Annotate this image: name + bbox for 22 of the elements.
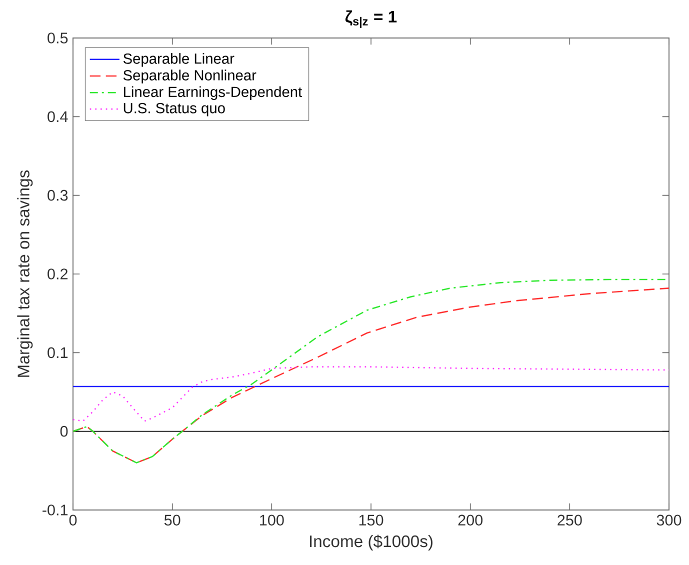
legend-label: Separable Linear xyxy=(123,53,234,67)
y-tick-label: 0 xyxy=(60,426,68,437)
y-axis-title: Marginal tax rate on savings xyxy=(17,170,33,377)
x-tick-label: 300 xyxy=(656,514,682,526)
line-series xyxy=(73,366,669,422)
y-tick-label: 0.4 xyxy=(48,111,68,122)
chart-title: ζ$_{s|z}$ = 1 xyxy=(345,10,397,28)
y-tick-label: 0.2 xyxy=(48,268,68,280)
legend-label: Separable Nonlinear xyxy=(123,70,256,84)
legend-label: U.S. Status quo xyxy=(124,102,225,116)
x-tick-label: 100 xyxy=(260,514,284,526)
legend-label: Linear Earnings-Dependent xyxy=(124,86,302,100)
x-tick-label: 250 xyxy=(558,514,582,526)
y-tick-label: 0.1 xyxy=(48,347,68,358)
x-tick-label: 0 xyxy=(69,514,77,526)
y-tick-label: 0.5 xyxy=(48,32,68,44)
y-tick-label: 0.3 xyxy=(48,190,68,201)
y-tick-label: -0.1 xyxy=(42,504,68,516)
x-tick-label: 50 xyxy=(164,514,180,526)
x-tick-label: 200 xyxy=(458,514,483,526)
x-axis-title: Income ($1000s) xyxy=(310,534,432,551)
x-tick-label: 150 xyxy=(359,514,384,526)
